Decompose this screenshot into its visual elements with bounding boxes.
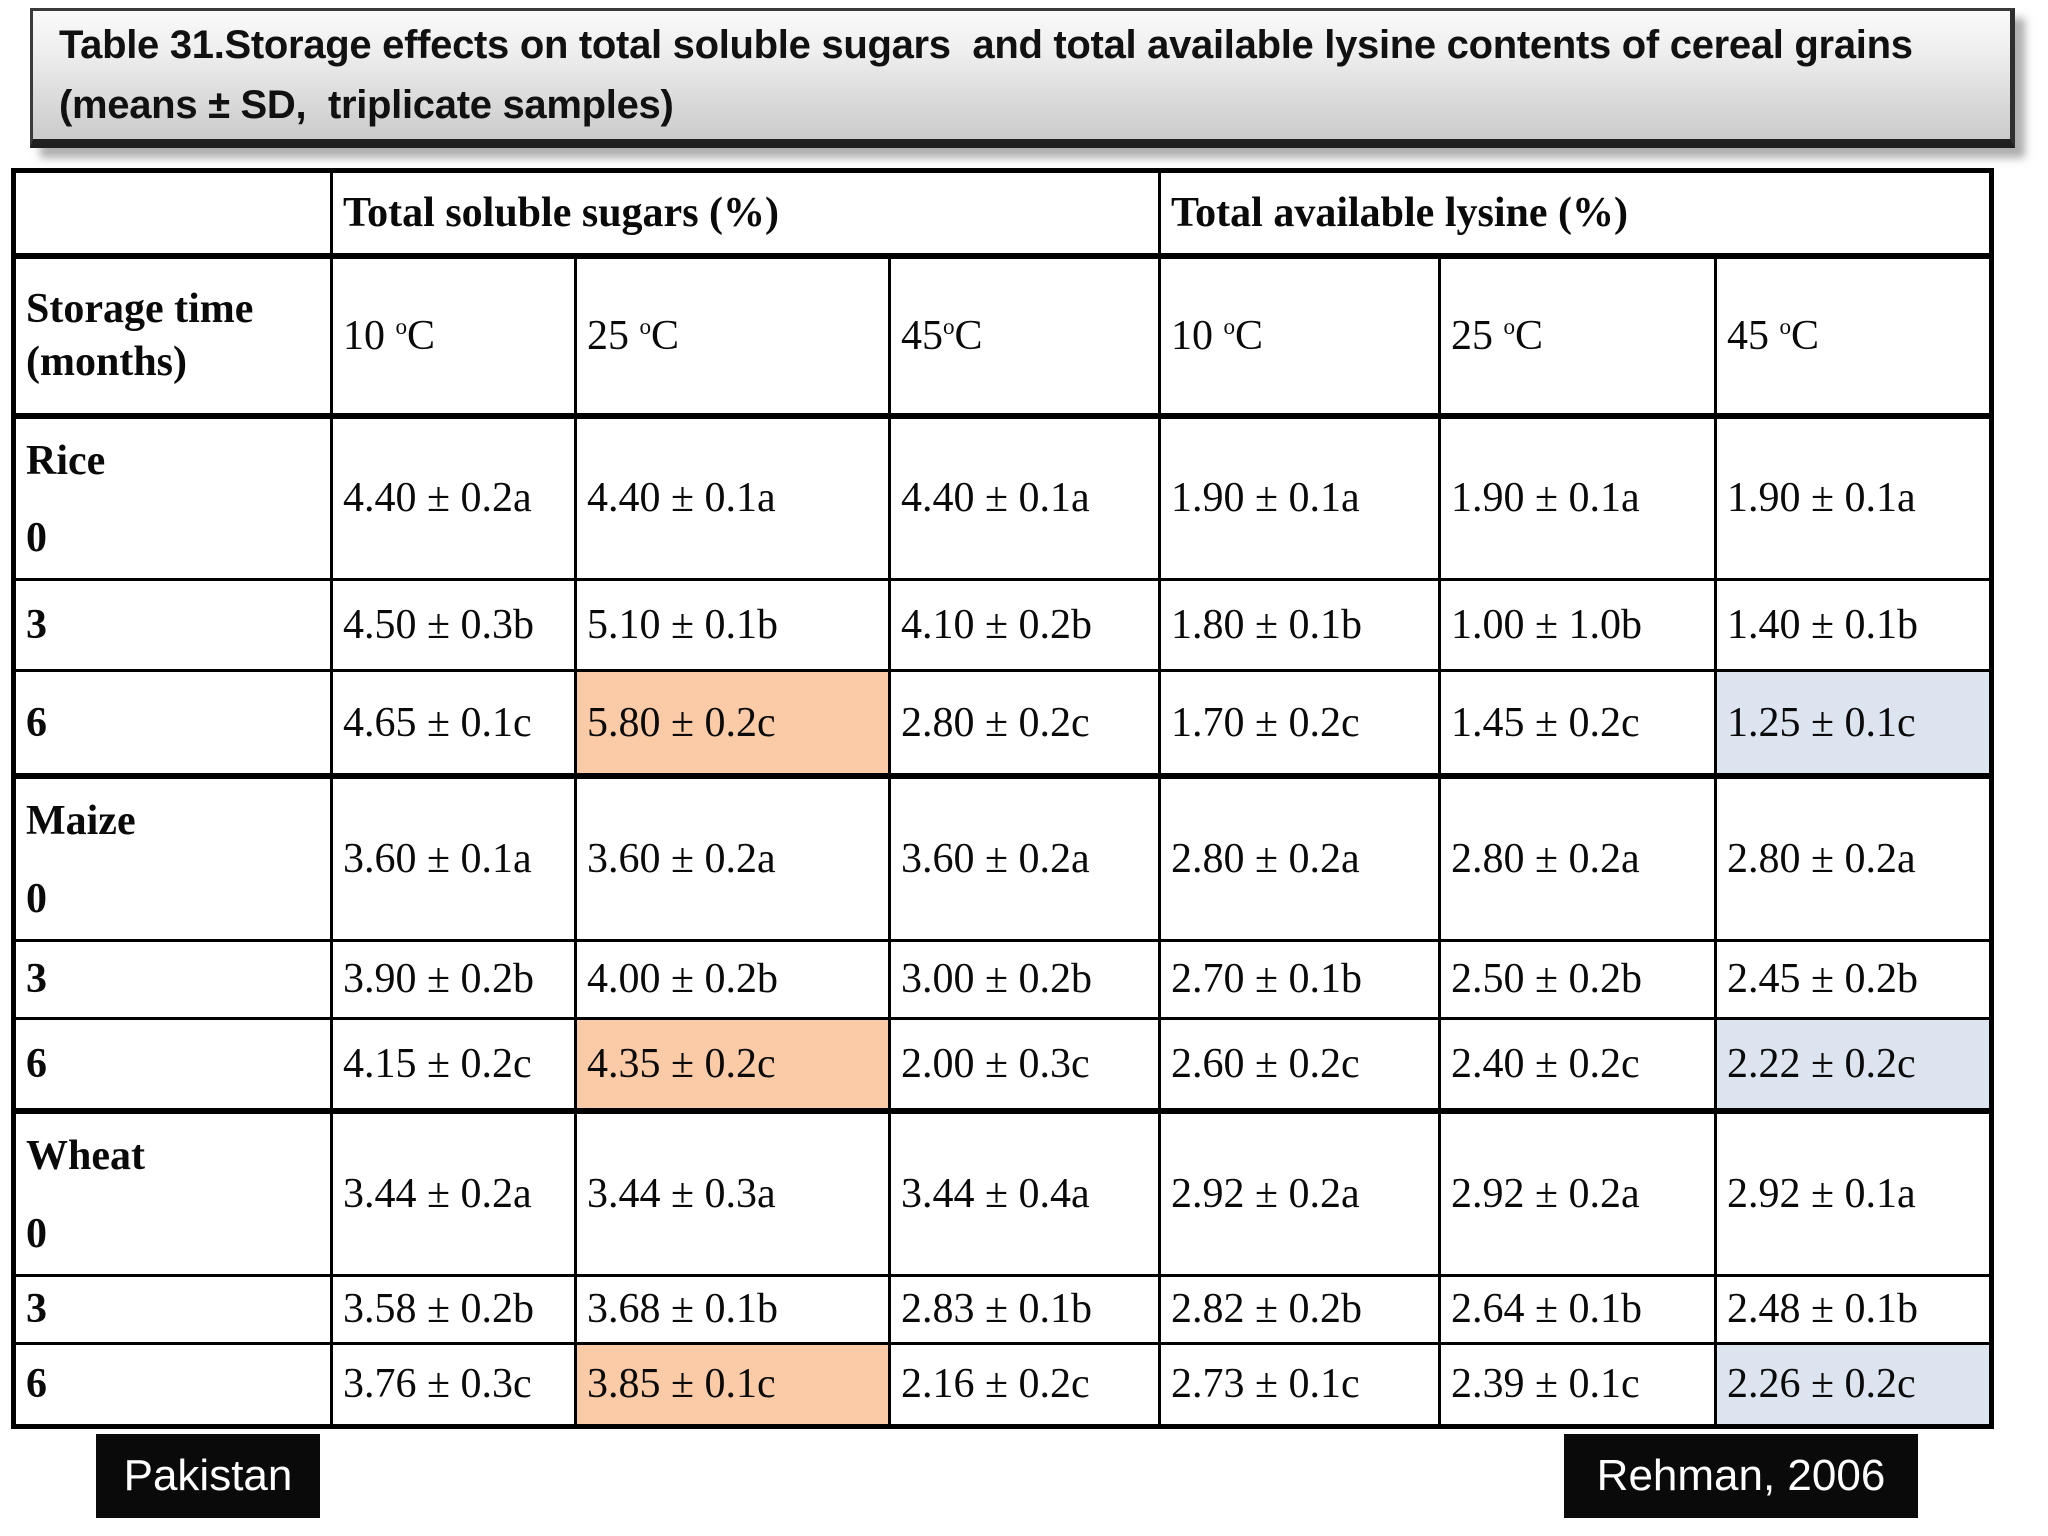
data-cell: 1.00 ± 1.0b xyxy=(1438,577,1717,672)
data-cell: 3.60 ± 0.1a xyxy=(330,773,577,942)
data-cell: 1.40 ± 0.1b xyxy=(1713,577,1994,672)
data-cell: 4.10 ± 0.2b xyxy=(888,577,1161,672)
data-cell: 3.44 ± 0.4a xyxy=(888,1108,1161,1277)
citation-tag: Rehman, 2006 xyxy=(1564,1434,1918,1518)
data-cell: 3.60 ± 0.2a xyxy=(574,773,891,942)
table-row-wheat-0: Wheat 0 3.44 ± 0.2a 3.44 ± 0.3a 3.44 ± 0… xyxy=(12,1108,1994,1277)
group-header-lysine: Total available lysine (%) xyxy=(1157,169,1994,257)
citation-tag-label: Rehman, 2006 xyxy=(1596,1451,1886,1500)
data-cell: 2.48 ± 0.1b xyxy=(1713,1273,1994,1345)
data-cell: 1.45 ± 0.2c xyxy=(1438,668,1717,778)
row-label: 3 xyxy=(12,577,333,672)
data-cell: 5.10 ± 0.1b xyxy=(574,577,891,672)
data-cell: 4.00 ± 0.2b xyxy=(574,938,891,1020)
temp-header-sugars-25: 25 oC xyxy=(574,252,891,417)
data-cell: 2.82 ± 0.2b xyxy=(1158,1273,1441,1345)
data-cell: 3.90 ± 0.2b xyxy=(330,938,577,1020)
table-row-wheat-3: 3 3.58 ± 0.2b 3.68 ± 0.1b 2.83 ± 0.1b 2.… xyxy=(12,1273,1994,1345)
data-cell-highlight-orange: 5.80 ± 0.2c xyxy=(574,668,891,778)
data-cell-highlight-blue: 1.25 ± 0.1c xyxy=(1713,668,1994,778)
data-cell: 2.40 ± 0.2c xyxy=(1438,1016,1717,1113)
data-cell: 4.40 ± 0.1a xyxy=(888,412,1161,581)
temp-header-sugars-45: 45oC xyxy=(888,252,1161,417)
data-cell: 2.50 ± 0.2b xyxy=(1438,938,1717,1020)
data-cell: 1.90 ± 0.1a xyxy=(1158,412,1441,581)
data-cell: 2.80 ± 0.2a xyxy=(1438,773,1717,942)
storage-effects-table: Total soluble sugars (%) Total available… xyxy=(11,168,1995,1429)
data-cell-highlight-orange: 3.85 ± 0.1c xyxy=(574,1341,891,1428)
temp-header-lysine-10: 10 oC xyxy=(1158,252,1441,417)
data-cell: 2.70 ± 0.1b xyxy=(1158,938,1441,1020)
data-cell: 3.60 ± 0.2a xyxy=(888,773,1161,942)
data-cell: 4.65 ± 0.1c xyxy=(330,668,577,778)
storage-time-header: Storage time (months) xyxy=(12,252,333,417)
table-row-maize-3: 3 3.90 ± 0.2b 4.00 ± 0.2b 3.00 ± 0.2b 2.… xyxy=(12,938,1994,1020)
corner-empty-cell xyxy=(12,169,333,257)
data-cell: 4.50 ± 0.3b xyxy=(330,577,577,672)
temp-header-lysine-45: 45 oC xyxy=(1713,252,1994,417)
row-label: 6 xyxy=(12,668,333,778)
row-label: Wheat 0 xyxy=(12,1108,333,1277)
data-cell: 2.92 ± 0.2a xyxy=(1158,1108,1441,1277)
data-cell: 1.70 ± 0.2c xyxy=(1158,668,1441,778)
slide-title: Table 31.Storage effects on total solubl… xyxy=(59,23,1924,127)
data-cell: 2.80 ± 0.2a xyxy=(1158,773,1441,942)
temperature-header-row: Storage time (months) 10 oC 25 oC 45oC 1… xyxy=(12,252,1994,417)
group-header-sugars: Total soluble sugars (%) xyxy=(330,169,1161,257)
data-cell: 3.44 ± 0.3a xyxy=(574,1108,891,1277)
table-row-rice-0: Rice 0 4.40 ± 0.2a 4.40 ± 0.1a 4.40 ± 0.… xyxy=(12,412,1994,581)
slide-title-banner: Table 31.Storage effects on total solubl… xyxy=(30,8,2015,148)
table-row-wheat-6: 6 3.76 ± 0.3c 3.85 ± 0.1c 2.16 ± 0.2c 2.… xyxy=(12,1341,1994,1428)
data-cell: 2.80 ± 0.2a xyxy=(1713,773,1994,942)
data-cell: 2.45 ± 0.2b xyxy=(1713,938,1994,1020)
table-row-rice-3: 3 4.50 ± 0.3b 5.10 ± 0.1b 4.10 ± 0.2b 1.… xyxy=(12,577,1994,672)
row-label: 3 xyxy=(12,938,333,1020)
data-cell: 2.73 ± 0.1c xyxy=(1158,1341,1441,1428)
data-cell: 2.92 ± 0.1a xyxy=(1713,1108,1994,1277)
data-cell-highlight-orange: 4.35 ± 0.2c xyxy=(574,1016,891,1113)
table-row-maize-6: 6 4.15 ± 0.2c 4.35 ± 0.2c 2.00 ± 0.3c 2.… xyxy=(12,1016,1994,1113)
data-cell: 2.16 ± 0.2c xyxy=(888,1341,1161,1428)
country-tag: Pakistan xyxy=(96,1434,320,1518)
row-label: Rice 0 xyxy=(12,412,333,581)
data-cell: 2.60 ± 0.2c xyxy=(1158,1016,1441,1113)
data-cell: 3.68 ± 0.1b xyxy=(574,1273,891,1345)
data-cell: 2.00 ± 0.3c xyxy=(888,1016,1161,1113)
data-cell: 4.15 ± 0.2c xyxy=(330,1016,577,1113)
table-row-rice-6: 6 4.65 ± 0.1c 5.80 ± 0.2c 2.80 ± 0.2c 1.… xyxy=(12,668,1994,778)
data-cell-highlight-blue: 2.22 ± 0.2c xyxy=(1713,1016,1994,1113)
row-label: 6 xyxy=(12,1341,333,1428)
row-label: 6 xyxy=(12,1016,333,1113)
row-label: 3 xyxy=(12,1273,333,1345)
data-cell: 3.44 ± 0.2a xyxy=(330,1108,577,1277)
data-cell: 3.76 ± 0.3c xyxy=(330,1341,577,1428)
data-cell: 2.83 ± 0.1b xyxy=(888,1273,1161,1345)
group-header-row: Total soluble sugars (%) Total available… xyxy=(12,169,1994,257)
temp-header-sugars-10: 10 oC xyxy=(330,252,577,417)
country-tag-label: Pakistan xyxy=(123,1451,293,1500)
data-cell: 2.64 ± 0.1b xyxy=(1438,1273,1717,1345)
data-cell: 1.80 ± 0.1b xyxy=(1158,577,1441,672)
data-cell: 1.90 ± 0.1a xyxy=(1438,412,1717,581)
data-cell: 2.92 ± 0.2a xyxy=(1438,1108,1717,1277)
data-cell: 1.90 ± 0.1a xyxy=(1713,412,1994,581)
table-row-maize-0: Maize 0 3.60 ± 0.1a 3.60 ± 0.2a 3.60 ± 0… xyxy=(12,773,1994,942)
row-label: Maize 0 xyxy=(12,773,333,942)
data-cell: 2.80 ± 0.2c xyxy=(888,668,1161,778)
data-cell: 3.00 ± 0.2b xyxy=(888,938,1161,1020)
data-cell: 4.40 ± 0.1a xyxy=(574,412,891,581)
data-cell-highlight-blue: 2.26 ± 0.2c xyxy=(1713,1341,1994,1428)
data-cell: 3.58 ± 0.2b xyxy=(330,1273,577,1345)
data-cell: 4.40 ± 0.2a xyxy=(330,412,577,581)
temp-header-lysine-25: 25 oC xyxy=(1438,252,1717,417)
data-cell: 2.39 ± 0.1c xyxy=(1438,1341,1717,1428)
